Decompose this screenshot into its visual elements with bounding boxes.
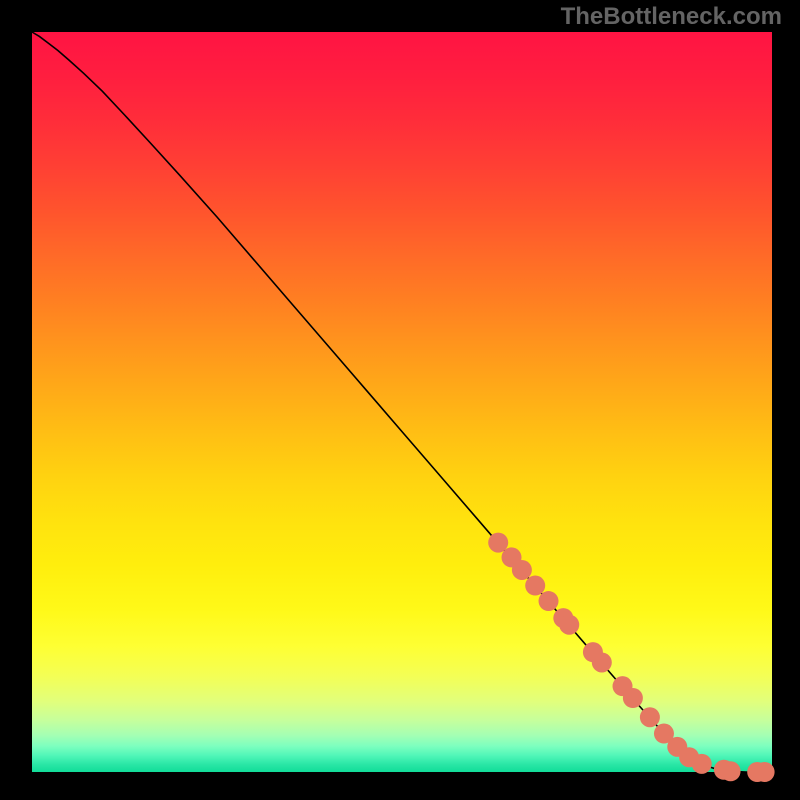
data-marker	[488, 533, 508, 553]
data-marker	[559, 615, 579, 635]
data-marker	[755, 762, 775, 782]
data-marker	[539, 591, 559, 611]
data-marker	[512, 560, 532, 580]
plot-background	[32, 32, 772, 772]
chart-svg	[0, 0, 800, 800]
data-marker	[721, 761, 741, 781]
chart-frame: TheBottleneck.com	[0, 0, 800, 800]
data-marker	[623, 688, 643, 708]
data-marker	[592, 652, 612, 672]
data-marker	[640, 707, 660, 727]
data-marker	[692, 754, 712, 774]
data-marker	[525, 576, 545, 596]
watermark-text: TheBottleneck.com	[561, 3, 782, 31]
